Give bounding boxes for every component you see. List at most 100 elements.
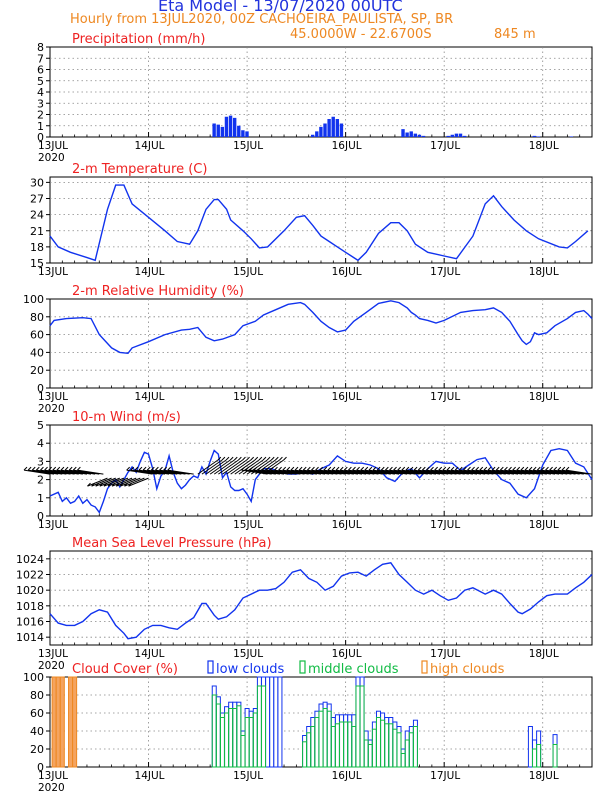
y-tick-label: 60 [30, 329, 44, 342]
wind-barb-flag [87, 482, 91, 487]
y-tick-label: 30 [30, 176, 44, 189]
wind-barb-flag [393, 466, 397, 471]
wind-barb [130, 469, 157, 475]
wind-barb-flag [360, 466, 365, 471]
wind-barb [508, 469, 535, 475]
wind-barb [340, 469, 367, 475]
y-tick-label: 80 [30, 689, 44, 702]
wind-barb [107, 477, 129, 487]
wind-barb-flag [561, 466, 566, 471]
wind-barb-flag [279, 456, 283, 461]
wind-barb [163, 469, 190, 475]
wind-barb [459, 469, 486, 475]
precip-bar [446, 135, 450, 137]
wind-barb [504, 469, 531, 475]
wind-barb-flag [111, 482, 116, 487]
wind-barb [368, 469, 395, 475]
cloud-bar-middle [363, 739, 369, 768]
cloud-bar-middle [396, 732, 402, 768]
wind-barb [23, 469, 51, 475]
y-tick-label: 1014 [16, 631, 44, 644]
wind-barb-flag [520, 466, 525, 471]
cloud-bar-middle [256, 685, 262, 768]
wind-barb [147, 469, 174, 475]
wind-barb-flag [107, 482, 112, 487]
precip-bar [405, 132, 409, 137]
wind-barb-flag [217, 456, 222, 461]
wind-barb-flag [134, 466, 139, 471]
wind-barb [541, 469, 568, 475]
wind-barb [294, 469, 322, 475]
panel-frame [49, 298, 593, 389]
wind-barb-flag [532, 466, 537, 471]
wind-barb [479, 469, 506, 475]
wind-barb-flag [430, 466, 434, 471]
cloud-bar-middle [343, 721, 349, 768]
y-tick-label: 0 [37, 382, 44, 395]
wind-barb [32, 469, 59, 475]
wind-barb [116, 477, 137, 487]
wind-barb [315, 469, 342, 475]
cloud-bar-middle [359, 685, 365, 768]
wind-barb-flag [64, 466, 69, 471]
wind-barb-flag [495, 466, 500, 471]
cloud-bar-low [269, 676, 275, 768]
wind-barb [319, 469, 346, 475]
wind-barb-flag [508, 466, 512, 471]
y-tick-label: 20 [30, 743, 44, 756]
x-day-label: 15JUL [233, 391, 263, 403]
y-tick-label: 4 [37, 437, 44, 450]
cloud-bar-middle [408, 732, 414, 768]
panel-title: 10-m Wind (m/s) [72, 410, 181, 425]
wind-barb-flag [504, 466, 508, 471]
chart-title: Eta Model - 13/07/2020 00UTC [158, 0, 403, 15]
wind-barb [111, 477, 133, 487]
x-day-label: 18JUL [529, 140, 559, 152]
x-day-label: 17JUL [430, 648, 460, 660]
wind-barb-flag [549, 466, 553, 471]
wind-barb [238, 459, 260, 475]
wind-barb [95, 477, 116, 487]
wind-barb [28, 469, 55, 475]
wind-barb [545, 469, 572, 475]
wind-barb-flag [438, 466, 443, 471]
wind-barb-flag [454, 466, 459, 471]
wind-barb-flag [413, 466, 418, 471]
cloud-bar-middle [306, 732, 312, 768]
wind-barb [120, 477, 141, 487]
wind-barb [434, 469, 461, 475]
legend-swatch-middle [299, 660, 306, 674]
wind-barb-flag [142, 466, 147, 471]
wind-barb-flag [40, 466, 44, 471]
wind-barb-flag [536, 466, 541, 471]
y-tick-label: 0 [37, 510, 44, 523]
wind-barb-flag [434, 466, 438, 471]
cloud-bar-middle [412, 726, 418, 768]
y-tick-label: 3 [37, 97, 44, 110]
wind-barb [471, 469, 498, 475]
y-tick-label: 5 [37, 419, 44, 432]
cloud-bar-middle [351, 726, 357, 768]
wind-barb [257, 469, 285, 475]
x-day-label: 15JUL [233, 770, 263, 782]
wind-barb-flag [512, 466, 516, 471]
wind-barb-flag [405, 466, 410, 471]
legend-label-low: low clouds [216, 662, 285, 677]
x-day-label: 17JUL [430, 770, 460, 782]
y-tick-label: 1016 [16, 616, 44, 629]
wind-barb [565, 469, 593, 475]
chart-subtitle: Hourly from 13JUL2020, 00Z CACHOEIRA_PAU… [70, 12, 454, 27]
y-tick-label: 100 [23, 293, 44, 306]
cloud-bar-low [265, 676, 271, 768]
precip-bar [323, 123, 327, 137]
wind-barb-flag [380, 466, 385, 471]
wind-barb [455, 469, 482, 475]
panel-title: 2-m Relative Humidity (%) [72, 284, 244, 299]
wind-barb-flag [565, 466, 570, 471]
x-day-label: 14JUL [135, 519, 165, 531]
cloud-bar-middle [302, 741, 308, 768]
wind-barb-flag [282, 466, 287, 471]
wind-barb [492, 469, 519, 475]
wind-barb [299, 469, 326, 475]
wind-barb-flag [352, 466, 356, 471]
